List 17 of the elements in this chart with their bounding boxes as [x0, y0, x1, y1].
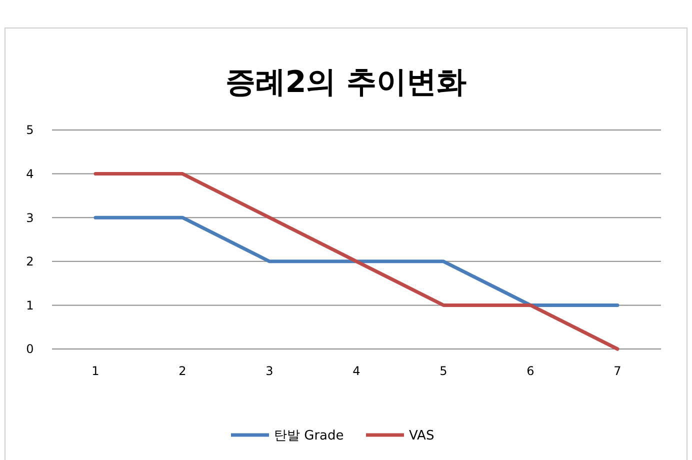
- line-series: [94, 172, 620, 351]
- y-tick-label: 5: [26, 123, 34, 138]
- y-tick-label: 1: [26, 298, 34, 312]
- y-tick-label: 3: [26, 210, 34, 225]
- x-tick-label: 2: [178, 364, 186, 378]
- x-tick-label: 4: [352, 364, 360, 378]
- legend-label: VAS: [409, 428, 434, 444]
- x-tick-label: 5: [440, 364, 448, 378]
- y-tick-label: 0: [26, 342, 34, 356]
- x-tick-label: 1: [92, 364, 100, 378]
- x-tick-label: 7: [614, 364, 622, 378]
- y-tick-label: 2: [26, 254, 34, 269]
- y-tick-label: 4: [26, 167, 34, 181]
- x-tick-label: 6: [526, 364, 534, 378]
- chart-title: 증례2의 추이변화: [225, 65, 467, 100]
- legend-label: 탄발 Grade: [274, 428, 344, 444]
- x-tick-label: 3: [266, 364, 274, 378]
